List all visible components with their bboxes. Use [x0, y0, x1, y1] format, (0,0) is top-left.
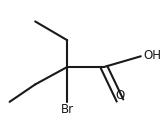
Text: Br: Br	[61, 103, 74, 116]
Text: O: O	[115, 89, 125, 102]
Text: OH: OH	[143, 49, 160, 62]
